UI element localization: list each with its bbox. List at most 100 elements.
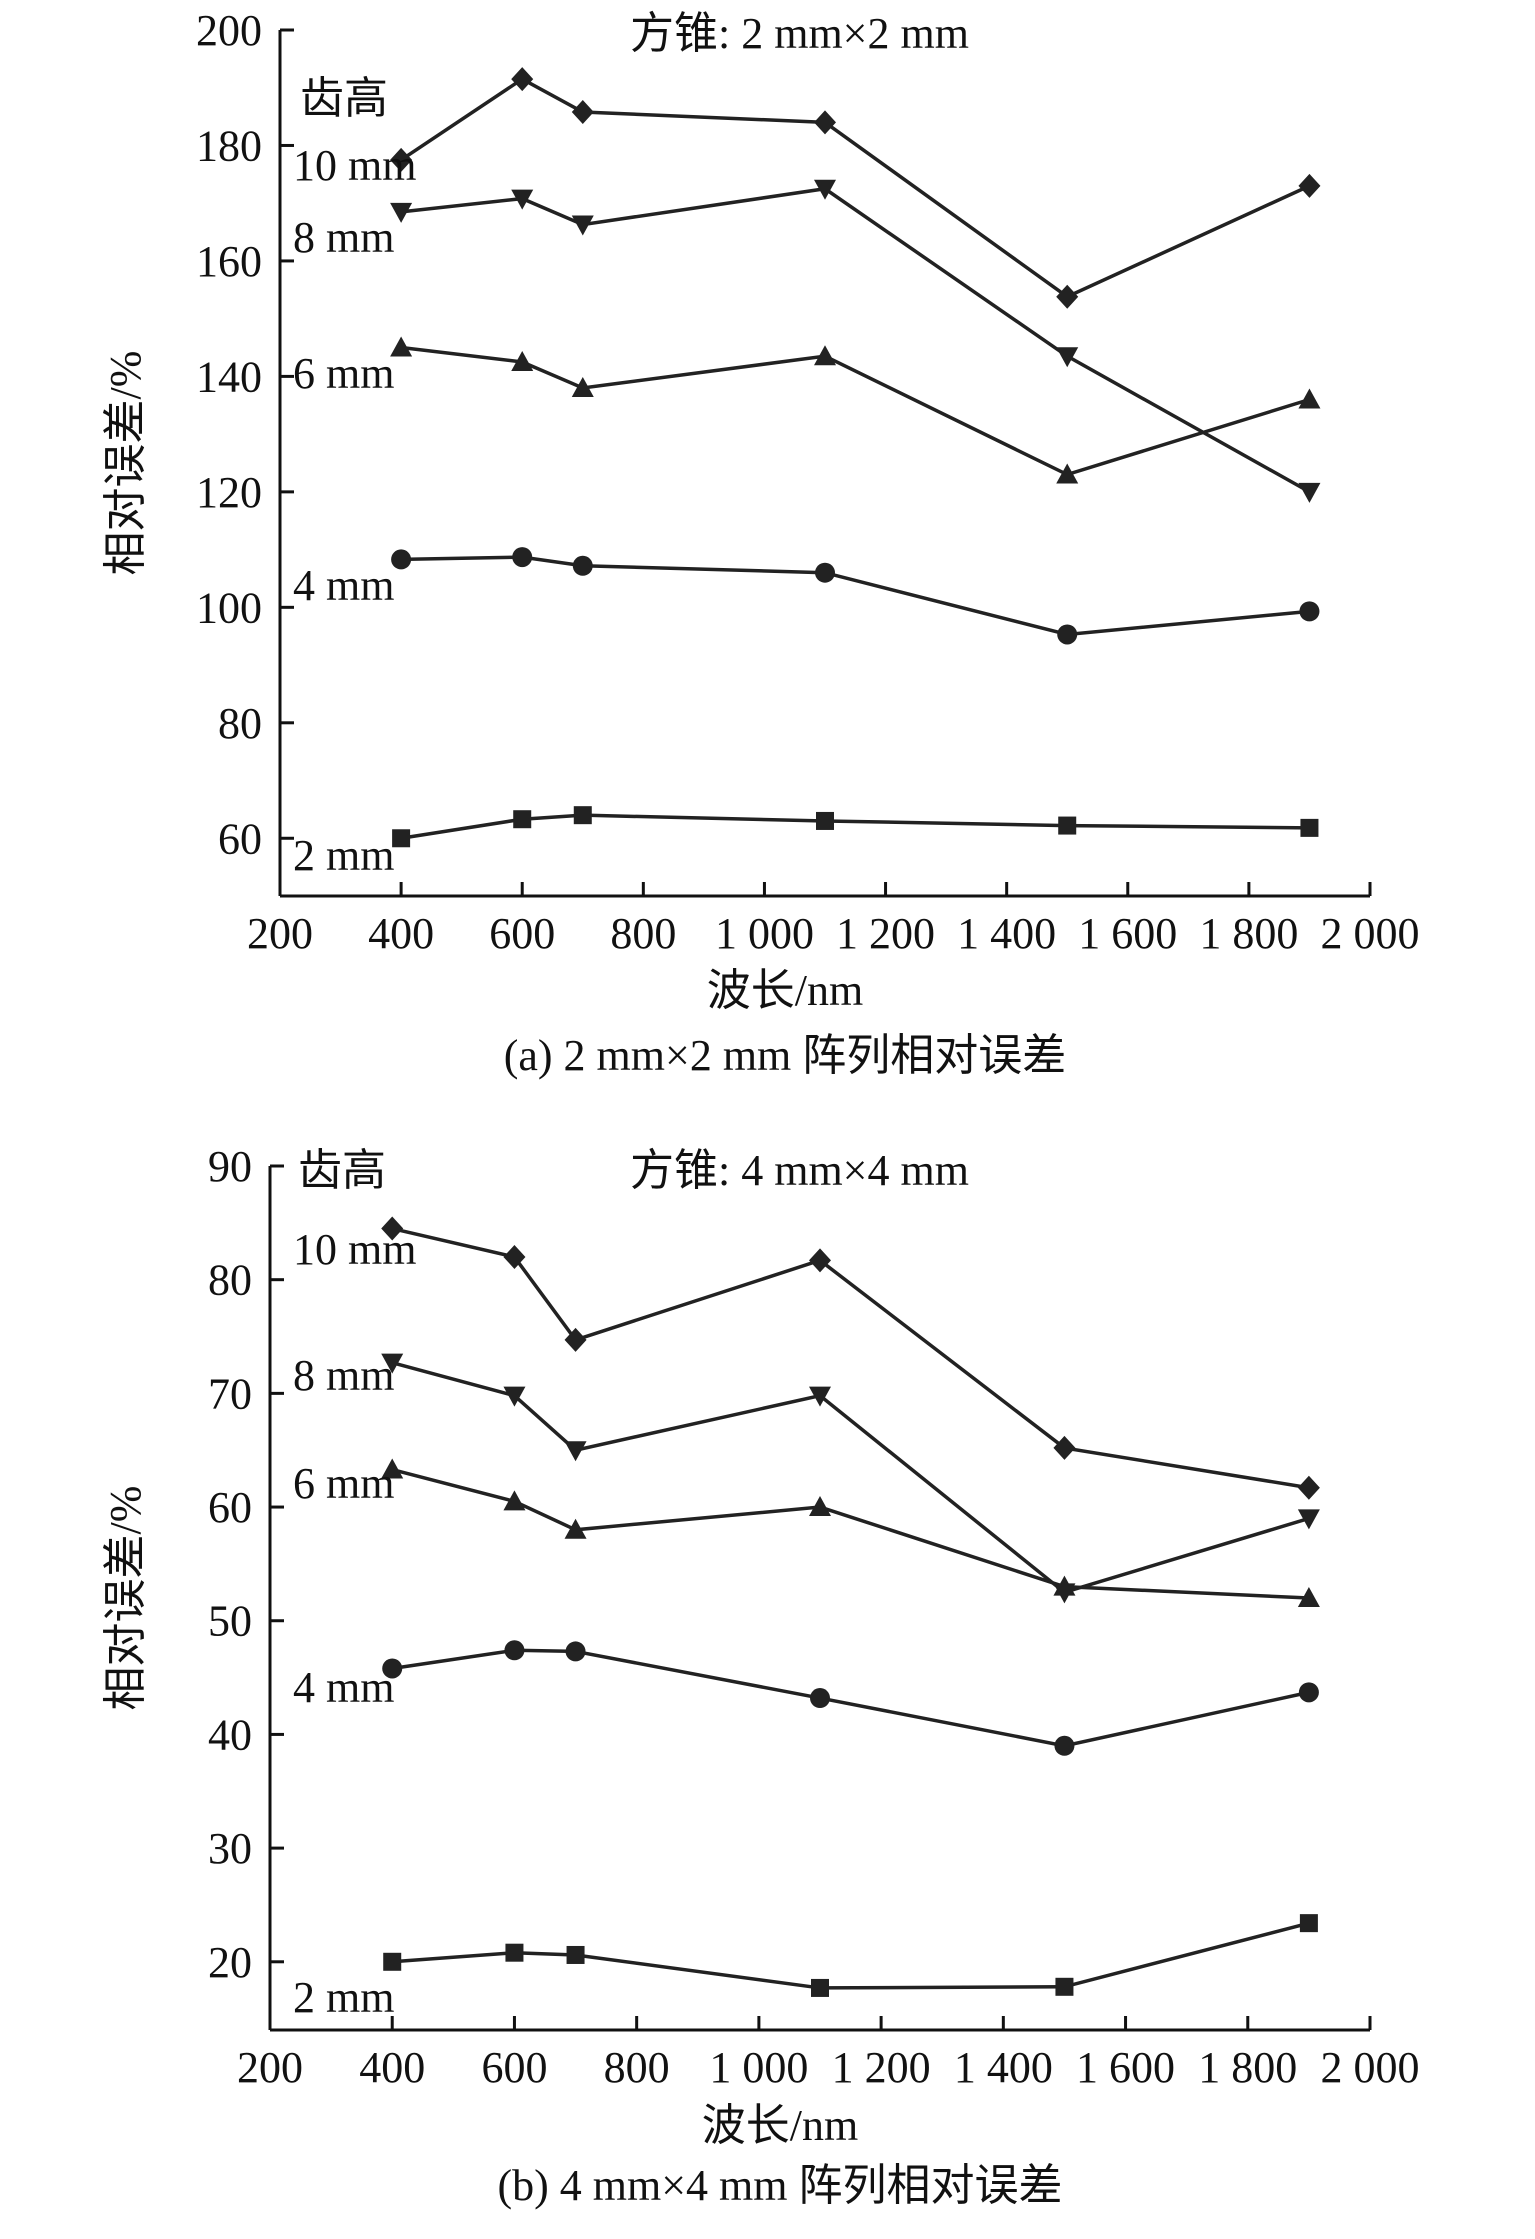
- series-line: [392, 1921, 1310, 1990]
- series-label: 8 mm: [293, 1351, 394, 1400]
- y-tick-label: 200: [196, 6, 262, 55]
- x-tick-label: 1 000: [709, 2043, 808, 2092]
- y-tick-label: 70: [208, 1369, 252, 1418]
- x-tick-label: 600: [489, 909, 555, 958]
- data-point-square: [383, 1952, 402, 1971]
- y-tick-label: 20: [208, 1938, 252, 1987]
- y-tick-label: 100: [196, 583, 262, 632]
- data-point-triangle-up: [390, 336, 413, 357]
- x-tick-label: 200: [237, 2043, 303, 2092]
- y-tick-label: 180: [196, 121, 262, 170]
- data-point-triangle-down: [809, 1386, 831, 1407]
- x-tick-label: 2 000: [1321, 2043, 1420, 2092]
- data-point-triangle-down: [1298, 482, 1321, 503]
- series-label: 10 mm: [293, 141, 416, 190]
- data-point-triangle-down: [571, 215, 594, 236]
- series-label: 8 mm: [293, 213, 394, 262]
- series-line: [400, 77, 1311, 299]
- figure-caption: (a) 2 mm×2 mm 阵列相对误差: [504, 1031, 1067, 1080]
- x-tick-label: 800: [604, 2043, 670, 2092]
- chart-a: 60 80 100 120 140 160 180 200 200 400 600 800 1 000 1…: [101, 6, 1420, 1080]
- y-tick-label: 40: [208, 1710, 252, 1759]
- data-point-circle: [572, 555, 593, 576]
- series-label: 10 mm: [293, 1225, 416, 1274]
- data-point-diamond: [571, 99, 594, 124]
- x-tick-label: 1 200: [836, 909, 935, 958]
- data-point-square: [811, 1978, 829, 1997]
- x-tick-label: 1 600: [1076, 2043, 1175, 2092]
- series-label: 6 mm: [293, 1459, 394, 1508]
- data-point-triangle-down: [1056, 347, 1079, 368]
- data-point-circle: [810, 1688, 830, 1709]
- series-label: 4 mm: [293, 1663, 394, 1712]
- data-point-triangle-down: [390, 202, 413, 223]
- data-point-circle: [512, 547, 533, 568]
- data-point-triangle-up: [511, 350, 534, 371]
- y-tick-label: 90: [208, 1142, 252, 1191]
- data-point-triangle-up: [1053, 1575, 1076, 1596]
- x-tick-label: 1 000: [715, 909, 814, 958]
- data-point-diamond: [390, 147, 413, 172]
- data-point-diamond: [814, 110, 836, 135]
- y-tick-label: 140: [196, 352, 262, 401]
- data-point-triangle-up: [1298, 388, 1321, 409]
- chart-panel-a: 60 80 100 120 140 160 180 200 200 400 600 800 1 000 1…: [0, 0, 1535, 1110]
- x-tick-label: 400: [359, 2043, 425, 2092]
- series-label: 2 mm: [293, 831, 394, 880]
- figure-caption: (b) 4 mm×4 mm 阵列相对误差: [497, 2161, 1062, 2210]
- data-point-diamond: [1298, 173, 1321, 198]
- y-tick-label: 30: [208, 1824, 252, 1873]
- data-point-square: [1055, 1977, 1074, 1996]
- data-point-diamond: [1297, 1475, 1320, 1500]
- x-tick-label: 1 400: [954, 2043, 1053, 2092]
- chart-panel-b: 20 30 40 50 60 70 80 90 200 400 600 800 1 000 1 200 1 …: [0, 1125, 1535, 2234]
- x-tick-label: 600: [481, 2043, 547, 2092]
- panel-title: 方锥: 4 mm×4 mm: [630, 1146, 969, 1195]
- y-tick-label: 120: [196, 468, 262, 517]
- panel-title: 方锥: 2 mm×2 mm: [630, 9, 969, 58]
- y-tick-label: 160: [196, 237, 262, 286]
- y-axis-title: 相对误差/%: [101, 351, 150, 576]
- data-point-triangle-down: [503, 1386, 526, 1407]
- x-tick-label: 1 800: [1199, 909, 1298, 958]
- data-point-square: [566, 1945, 585, 1964]
- data-point-triangle-up: [1297, 1587, 1320, 1607]
- y-tick-label: 50: [208, 1597, 252, 1646]
- data-point-circle: [391, 549, 412, 570]
- data-point-circle: [504, 1640, 525, 1661]
- data-point-diamond: [511, 67, 534, 92]
- series-line: [400, 813, 1310, 840]
- data-point-square: [392, 829, 411, 848]
- data-point-diamond: [809, 1248, 831, 1273]
- series-line: [391, 1467, 1309, 1600]
- data-point-triangle-down: [1297, 1509, 1320, 1530]
- x-tick-label: 1 600: [1078, 909, 1177, 958]
- data-point-diamond: [381, 1216, 404, 1241]
- data-point-circle: [1299, 601, 1320, 622]
- series-group-label: 齿高: [298, 1146, 386, 1195]
- series-group-label: 齿高: [300, 74, 388, 123]
- x-tick-label: 1 800: [1198, 2043, 1297, 2092]
- y-tick-label: 60: [208, 1483, 252, 1532]
- series-label: 6 mm: [293, 349, 394, 398]
- x-axis-title: 波长/nm: [707, 966, 863, 1015]
- data-point-triangle-down: [814, 179, 836, 200]
- data-point-circle: [815, 562, 835, 583]
- data-point-diamond: [1053, 1435, 1076, 1460]
- series-label: 4 mm: [293, 561, 394, 610]
- y-tick-label: 80: [218, 699, 262, 748]
- y-tick-label: 60: [218, 814, 262, 863]
- data-point-square: [816, 811, 834, 830]
- y-axis-title: 相对误差/%: [101, 1486, 150, 1711]
- data-point-diamond: [564, 1327, 587, 1352]
- series-label: 2 mm: [293, 1973, 394, 2022]
- series-line: [391, 1360, 1310, 1595]
- data-point-triangle-up: [1056, 463, 1079, 484]
- data-point-square: [505, 1943, 524, 1962]
- data-point-circle: [1298, 1682, 1319, 1703]
- data-point-triangle-up: [571, 376, 594, 397]
- data-point-circle: [1054, 1735, 1075, 1756]
- data-point-square: [1058, 816, 1077, 835]
- data-point-triangle-down: [564, 1441, 587, 1462]
- x-tick-label: 1 400: [957, 909, 1056, 958]
